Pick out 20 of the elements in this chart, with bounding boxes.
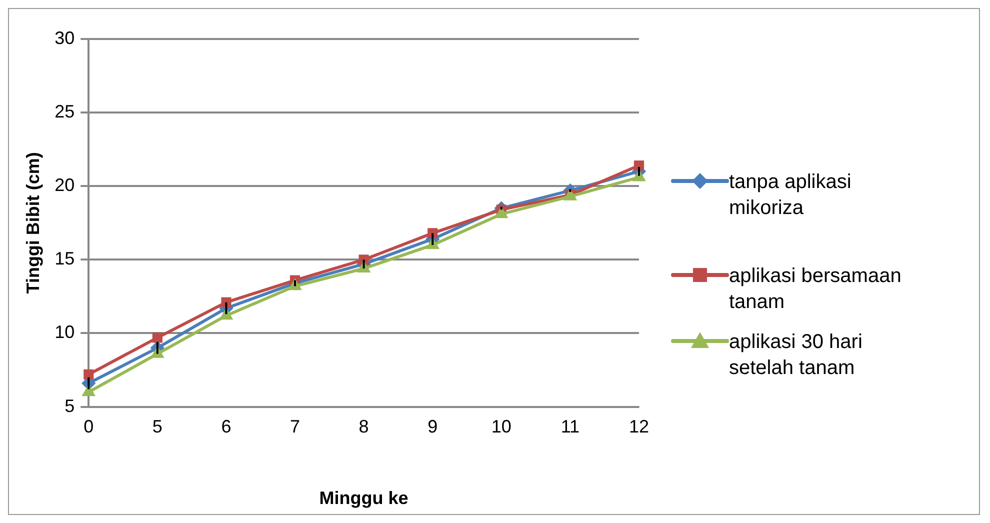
x-tick-label: 10 <box>491 416 512 437</box>
legend-label: aplikasi 30 hari setelah tanam <box>729 330 864 381</box>
x-tick-label: 5 <box>152 416 162 437</box>
x-tick-label: 9 <box>428 416 438 437</box>
y-tick-label: 10 <box>54 322 75 342</box>
x-tick-label: 7 <box>290 416 300 437</box>
y-tick-label: 5 <box>64 396 75 416</box>
x-axis-title: Minggu ke <box>319 488 408 508</box>
x-tick-label: 0 <box>84 416 94 437</box>
y-tick-label: 20 <box>54 175 75 196</box>
y-axis-title: Tinggi Bibit (cm) <box>22 152 43 294</box>
y-tick-label: 25 <box>54 102 75 122</box>
x-tick-label: 12 <box>628 416 650 437</box>
x-tick-label: 6 <box>221 416 232 437</box>
legend-label: aplikasi bersamaan tanam <box>729 264 902 315</box>
y-tick-label: 30 <box>54 28 75 48</box>
y-tick-label: 15 <box>54 248 75 269</box>
x-tick-label: 11 <box>560 416 580 437</box>
legend-label: tanpa aplikasi mikoriza <box>729 170 852 221</box>
x-tick-label: 8 <box>358 416 369 437</box>
